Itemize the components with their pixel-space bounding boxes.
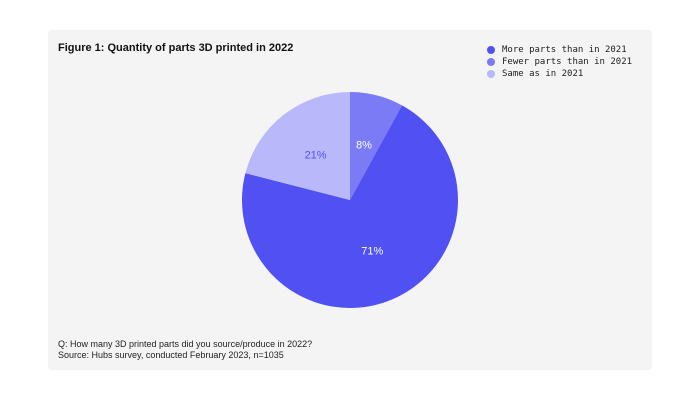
pie-slices xyxy=(242,92,458,308)
source-note: Source: Hubs survey, conducted February … xyxy=(58,350,284,360)
legend-label-more: More parts than in 2021 xyxy=(502,45,627,55)
legend-swatch-same xyxy=(487,70,495,78)
chart-card: Figure 1: Quantity of parts 3D printed i… xyxy=(48,30,652,370)
survey-question: Q: How many 3D printed parts did you sou… xyxy=(58,339,313,349)
pie-label-same: 21% xyxy=(305,150,327,162)
chart-legend: More parts than in 2021 Fewer parts than… xyxy=(487,44,632,80)
chart-title: Figure 1: Quantity of parts 3D printed i… xyxy=(58,42,294,54)
pie-label-more: 71% xyxy=(361,245,383,257)
legend-item-same: Same as in 2021 xyxy=(487,68,632,80)
pie-label-fewer: 8% xyxy=(356,140,372,152)
chart-footnote: Q: How many 3D printed parts did you sou… xyxy=(58,339,312,361)
legend-item-more: More parts than in 2021 xyxy=(487,44,632,56)
pie-slice-same xyxy=(245,92,350,200)
pie-labels: 8% 71% 21% xyxy=(305,140,384,258)
legend-label-same: Same as in 2021 xyxy=(502,69,584,79)
legend-swatch-more xyxy=(487,46,495,54)
pie-slice-fewer xyxy=(350,92,403,200)
legend-label-fewer: Fewer parts than in 2021 xyxy=(502,57,633,67)
legend-item-fewer: Fewer parts than in 2021 xyxy=(487,56,632,68)
pie-slice-more xyxy=(242,105,458,308)
pie-chart: 8% 71% 21% xyxy=(242,92,458,308)
legend-swatch-fewer xyxy=(487,58,495,66)
